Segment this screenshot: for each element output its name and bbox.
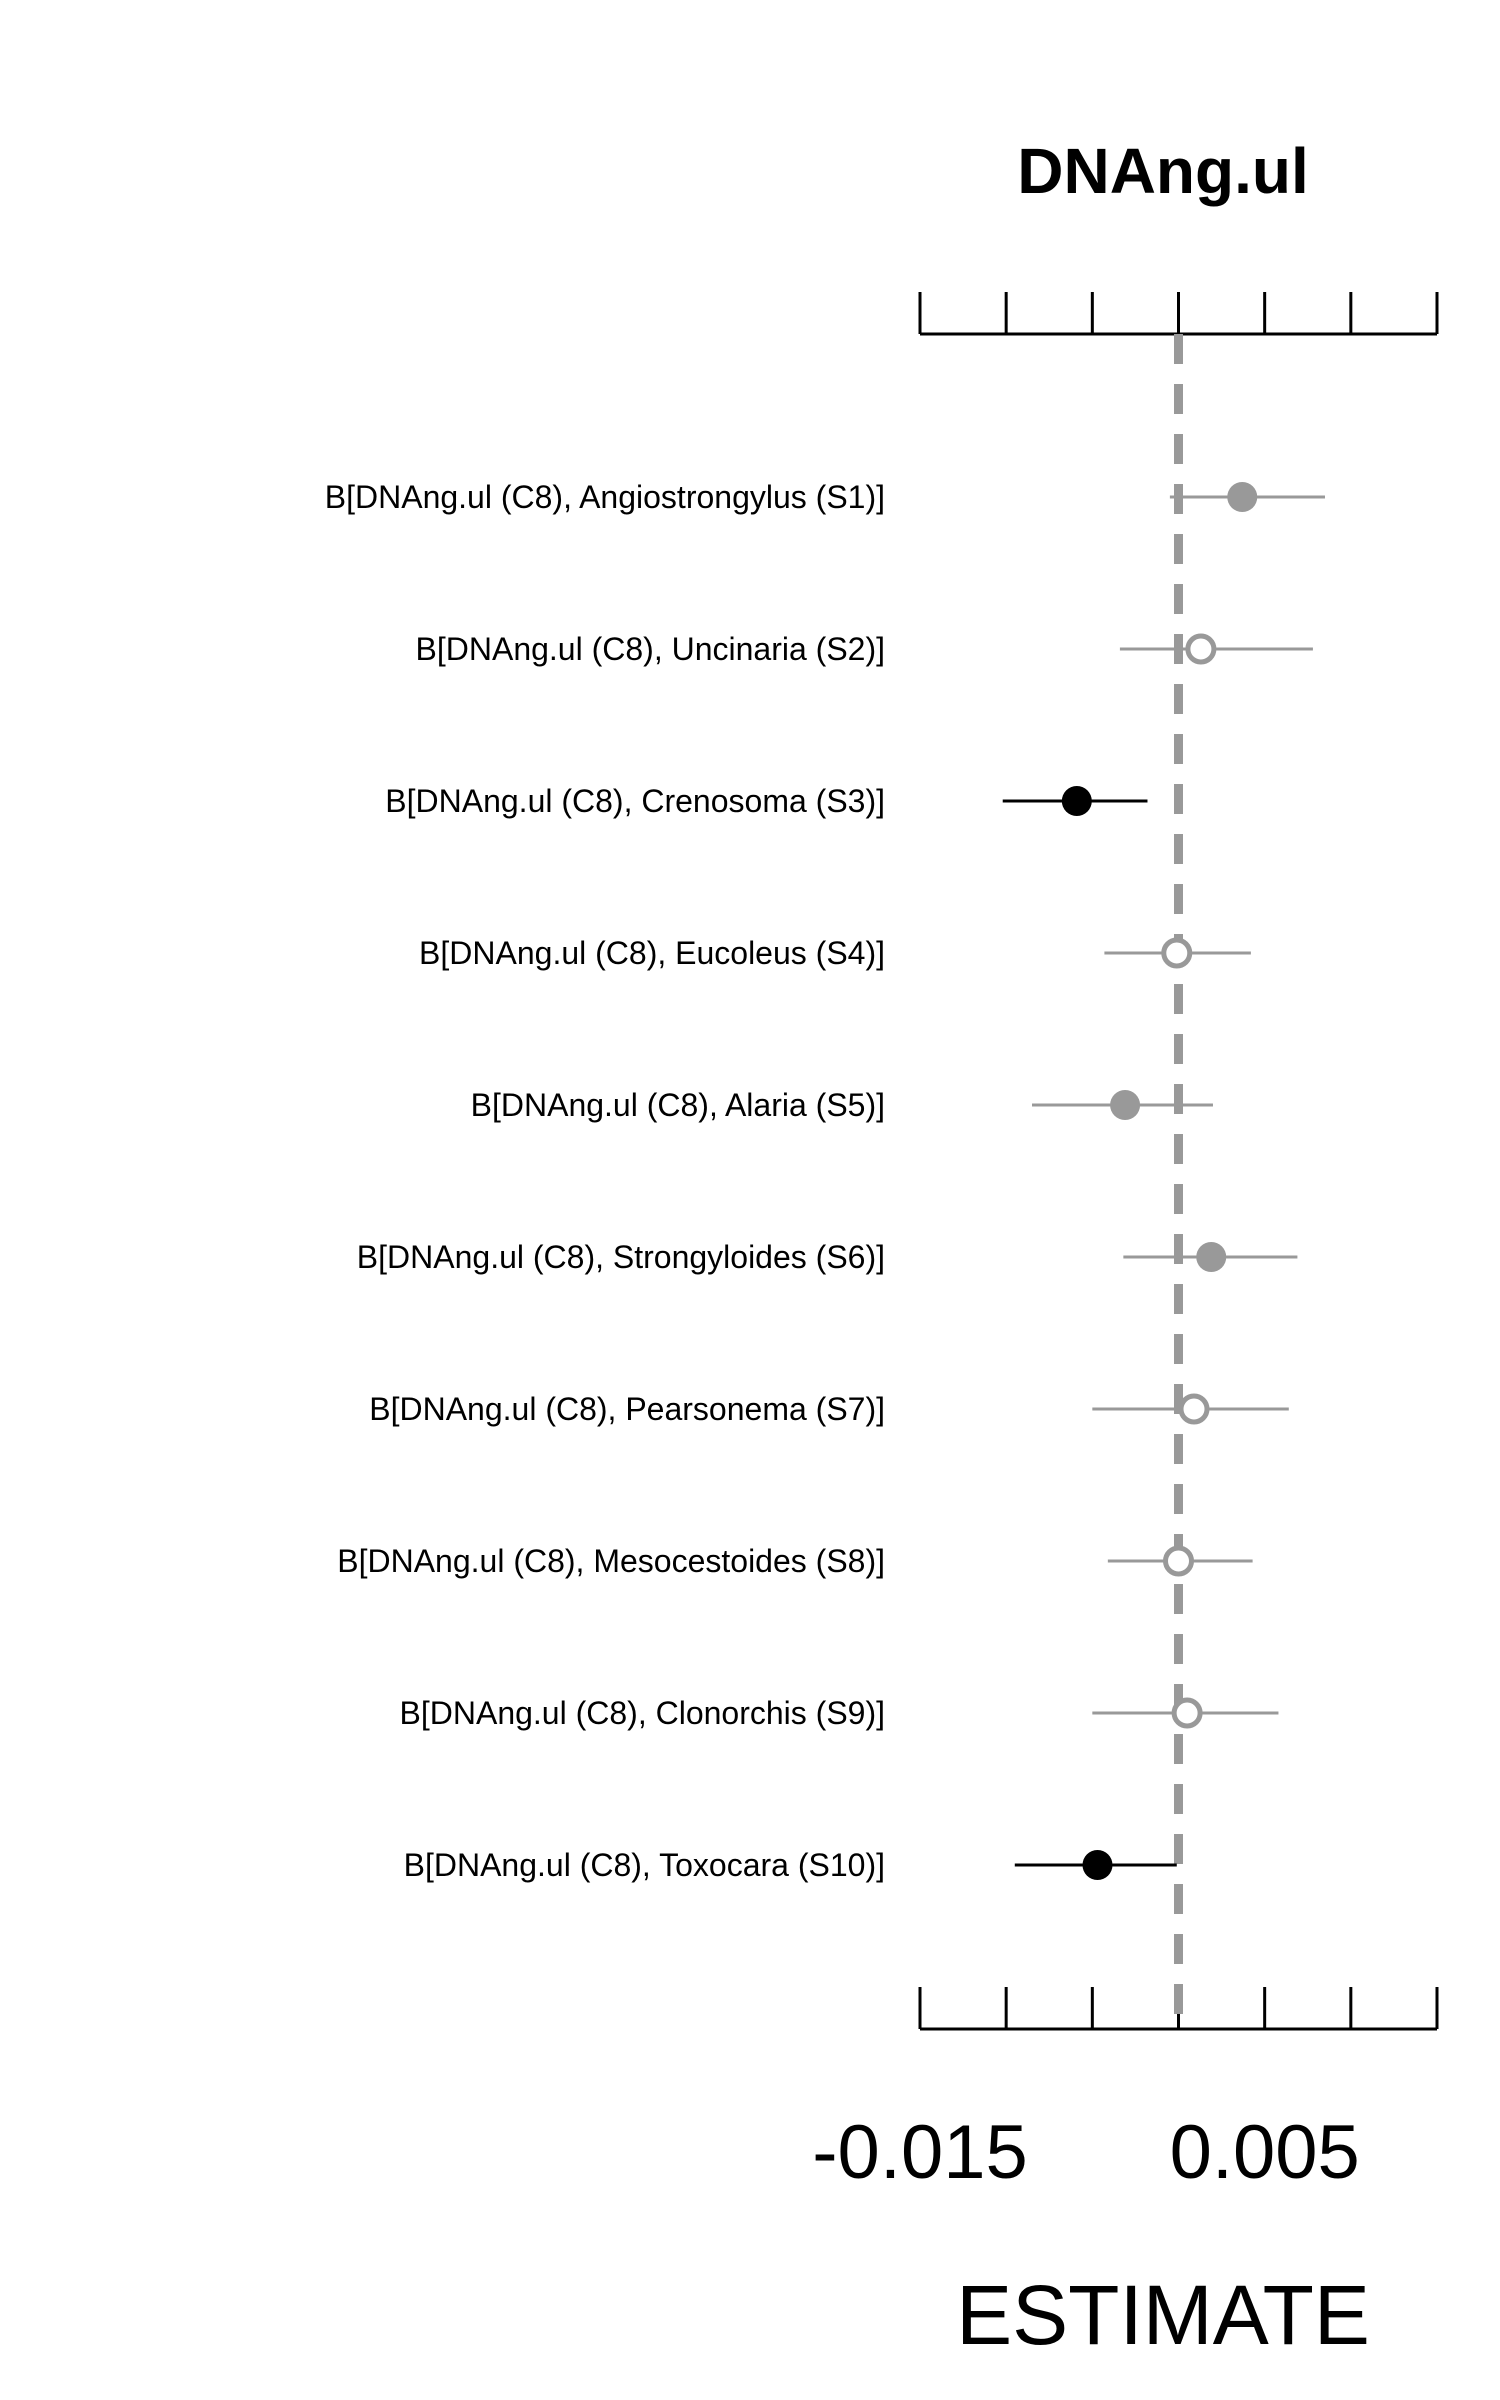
x-tick-labels: -0.015 0.005 [812,2110,1360,2195]
x-tick-label: 0.005 [1170,2110,1360,2195]
row-label: B[DNAng.ul (C8), Mesocestoides (S8)] [337,1543,885,1579]
point-estimate [1196,1242,1227,1272]
point-estimate-open [1185,633,1217,665]
point-estimate-open [1171,1697,1203,1729]
point-estimate [1227,482,1258,512]
row-label: B[DNAng.ul (C8), Crenosoma (S3)] [385,783,885,819]
row-label: B[DNAng.ul (C8), Eucoleus (S4)] [419,935,885,971]
estimate-row: B[DNAng.ul (C8), Toxocara (S10)] [404,1847,1177,1883]
estimate-row: B[DNAng.ul (C8), Mesocestoides (S8)] [337,1543,1253,1579]
point-estimate [1110,1090,1141,1120]
row-label: B[DNAng.ul (C8), Strongyloides (S6)] [357,1239,885,1275]
point-estimate-open [1178,1393,1210,1425]
estimate-row: B[DNAng.ul (C8), Clonorchis (S9)] [400,1695,1279,1731]
row-label: B[DNAng.ul (C8), Uncinaria (S2)] [416,631,885,667]
estimate-row: B[DNAng.ul (C8), Eucoleus (S4)] [419,935,1251,971]
top-axis [918,292,1439,336]
estimate-row: B[DNAng.ul (C8), Strongyloides (S6)] [357,1239,1298,1275]
row-label: B[DNAng.ul (C8), Angiostrongylus (S1)] [325,479,885,515]
point-estimate-open [1161,937,1193,969]
row-label: B[DNAng.ul (C8), Toxocara (S10)] [404,1847,885,1883]
x-axis-title: ESTIMATE [956,2268,1370,2362]
point-estimate [1061,786,1092,816]
row-label: B[DNAng.ul (C8), Alaria (S5)] [471,1087,885,1123]
row-label: B[DNAng.ul (C8), Clonorchis (S9)] [400,1695,885,1731]
estimate-row: B[DNAng.ul (C8), Crenosoma (S3)] [385,783,1148,819]
estimate-rows: B[DNAng.ul (C8), Angiostrongylus (S1)] B[… [325,479,1325,1883]
estimate-row: B[DNAng.ul (C8), Angiostrongylus (S1)] [325,479,1325,515]
chart-title: DNAng.ul [1017,135,1309,207]
point-estimate-open [1163,1545,1194,1577]
x-tick-label: -0.015 [812,2110,1028,2195]
estimate-row: B[DNAng.ul (C8), Pearsonema (S7)] [369,1391,1289,1427]
estimate-row: B[DNAng.ul (C8), Alaria (S5)] [471,1087,1213,1123]
row-label: B[DNAng.ul (C8), Pearsonema (S7)] [369,1391,885,1427]
estimate-row: B[DNAng.ul (C8), Uncinaria (S2)] [416,631,1313,667]
point-estimate [1082,1850,1113,1880]
